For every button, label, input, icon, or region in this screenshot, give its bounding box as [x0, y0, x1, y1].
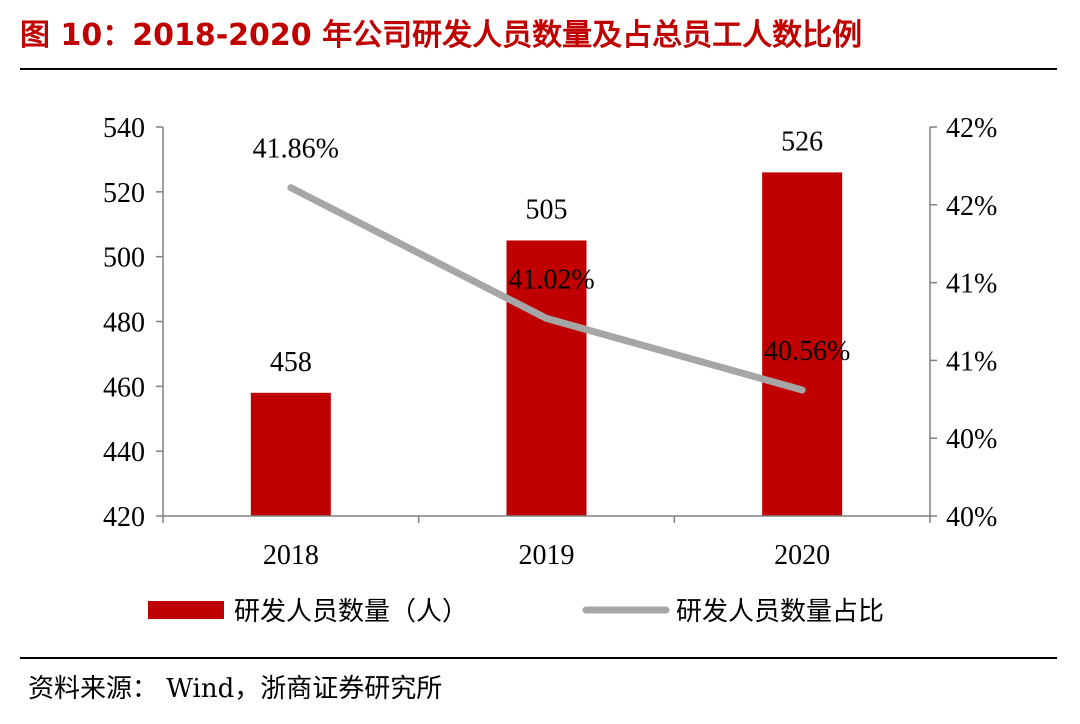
left-tick-label: 520	[103, 178, 145, 209]
bar-value-label: 505	[526, 194, 568, 225]
right-tick-label: 42%	[946, 113, 997, 144]
bar-2019	[506, 240, 587, 517]
bottom-divider	[20, 657, 1057, 659]
bar-2020	[762, 172, 843, 516]
right-tick-label: 41%	[946, 269, 997, 300]
chart-title: 图 10：2018-2020 年公司研发人员数量及占总员工人数比例	[20, 18, 863, 53]
x-tick-label: 2020	[774, 540, 830, 571]
bar-value-label: 458	[270, 347, 312, 378]
right-tick-label: 42%	[946, 191, 997, 222]
right-tick-label: 40%	[946, 502, 997, 533]
bar-value-label: 526	[781, 126, 823, 157]
right-tick-label: 40%	[946, 424, 997, 455]
left-tick-label: 460	[103, 372, 145, 403]
legend-bar-label: 研发人员数量（人）	[234, 597, 468, 627]
x-tick-label: 2018	[263, 540, 319, 571]
ratio-line	[287, 184, 806, 394]
line-value-label: 41.02%	[508, 264, 594, 295]
left-tick-label: 480	[103, 308, 145, 339]
line-value-label: 41.86%	[253, 134, 339, 165]
left-tick-label: 500	[103, 243, 145, 274]
x-tick-label: 2019	[519, 540, 575, 571]
source-note: 资料来源： Wind，浙商证券研究所	[28, 674, 443, 704]
legend-line-label: 研发人员数量占比	[676, 597, 884, 627]
right-tick-label: 41%	[946, 346, 997, 377]
legend-bar-swatch	[148, 601, 224, 619]
bar-2018	[250, 392, 331, 516]
left-tick-label: 540	[103, 113, 145, 144]
left-tick-label: 440	[103, 437, 145, 468]
top-divider	[20, 68, 1057, 70]
line-value-label: 40.56%	[764, 336, 850, 367]
left-tick-label: 420	[103, 502, 145, 533]
